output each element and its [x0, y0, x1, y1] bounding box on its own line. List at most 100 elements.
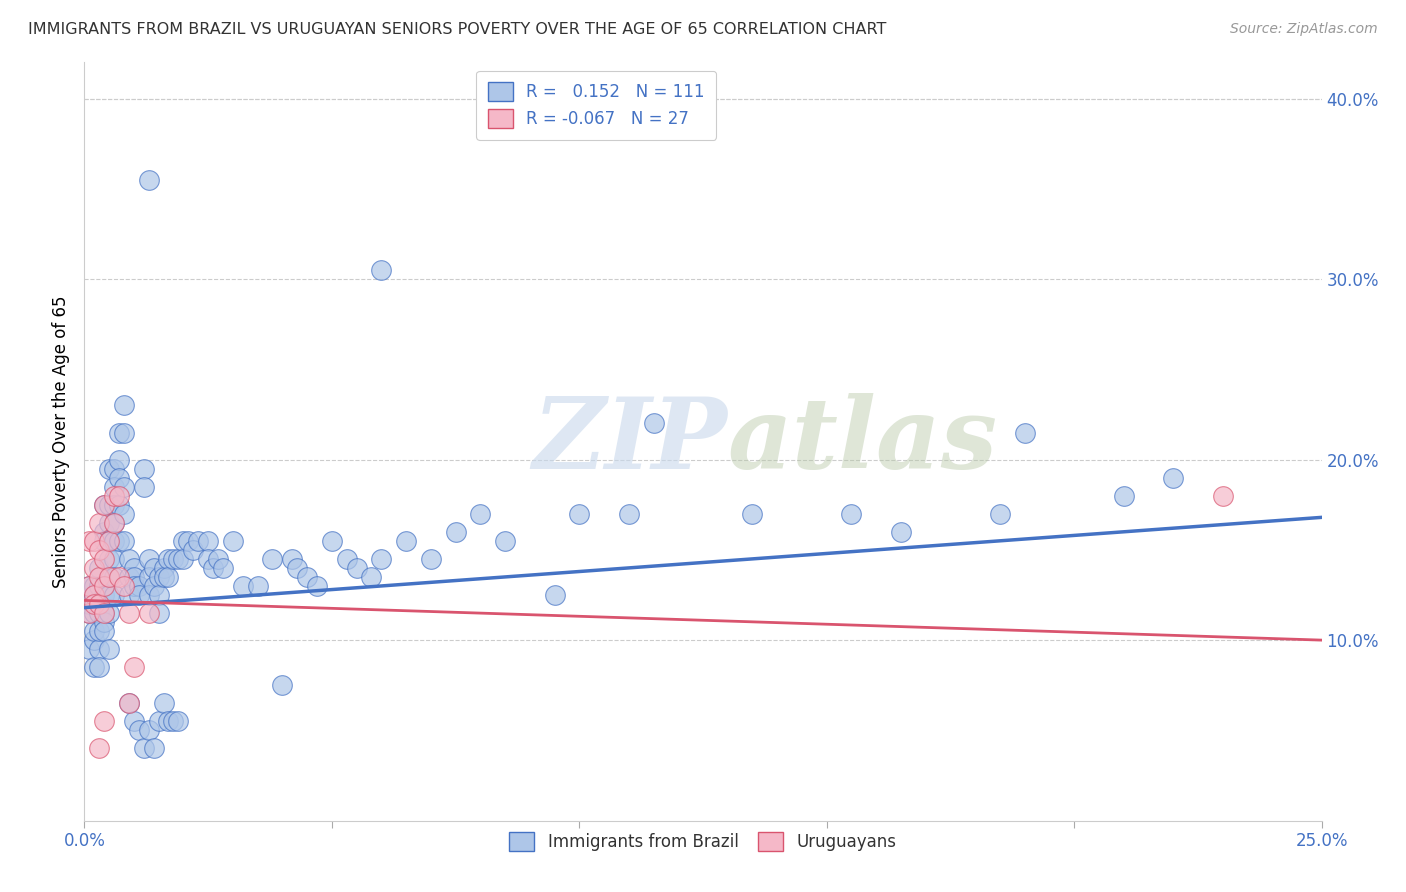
- Point: [108, 489, 131, 503]
- Point: [93, 498, 115, 512]
- Point: [98, 552, 121, 566]
- Point: [89, 579, 111, 593]
- Point: [197, 533, 219, 548]
- Point: [128, 723, 150, 738]
- Point: [132, 461, 155, 475]
- Point: [207, 552, 229, 566]
- Point: [172, 533, 194, 548]
- Point: [89, 542, 111, 557]
- Point: [360, 570, 382, 584]
- Point: [108, 425, 131, 440]
- Point: [138, 552, 160, 566]
- Point: [118, 570, 141, 584]
- Point: [83, 588, 105, 602]
- Point: [122, 660, 145, 674]
- Point: [741, 507, 763, 521]
- Point: [118, 588, 141, 602]
- Point: [172, 552, 194, 566]
- Point: [142, 741, 165, 756]
- Point: [167, 552, 190, 566]
- Point: [138, 570, 160, 584]
- Point: [138, 588, 160, 602]
- Legend: Immigrants from Brazil, Uruguayans: Immigrants from Brazil, Uruguayans: [502, 826, 904, 858]
- Point: [395, 533, 418, 548]
- Point: [89, 606, 111, 620]
- Point: [103, 480, 125, 494]
- Point: [93, 714, 115, 729]
- Point: [93, 624, 115, 639]
- Point: [470, 507, 492, 521]
- Point: [89, 597, 111, 611]
- Point: [89, 741, 111, 756]
- Point: [79, 579, 101, 593]
- Point: [83, 606, 105, 620]
- Point: [122, 714, 145, 729]
- Point: [118, 552, 141, 566]
- Point: [177, 533, 200, 548]
- Point: [370, 263, 392, 277]
- Point: [988, 507, 1011, 521]
- Point: [83, 579, 105, 593]
- Point: [132, 741, 155, 756]
- Point: [98, 570, 121, 584]
- Text: Source: ZipAtlas.com: Source: ZipAtlas.com: [1230, 22, 1378, 37]
- Point: [841, 507, 863, 521]
- Point: [162, 714, 184, 729]
- Point: [98, 516, 121, 530]
- Point: [89, 570, 111, 584]
- Point: [89, 561, 111, 575]
- Point: [79, 642, 101, 657]
- Point: [83, 660, 105, 674]
- Point: [148, 588, 170, 602]
- Point: [444, 524, 467, 539]
- Point: [108, 498, 131, 512]
- Point: [98, 570, 121, 584]
- Y-axis label: Seniors Poverty Over the Age of 65: Seniors Poverty Over the Age of 65: [52, 295, 70, 588]
- Point: [336, 552, 359, 566]
- Point: [93, 552, 115, 566]
- Point: [128, 579, 150, 593]
- Point: [128, 588, 150, 602]
- Point: [83, 561, 105, 575]
- Point: [103, 588, 125, 602]
- Point: [167, 714, 190, 729]
- Point: [118, 696, 141, 710]
- Point: [89, 642, 111, 657]
- Point: [103, 461, 125, 475]
- Point: [181, 542, 204, 557]
- Point: [108, 452, 131, 467]
- Point: [148, 714, 170, 729]
- Point: [112, 507, 135, 521]
- Point: [232, 579, 254, 593]
- Point: [98, 588, 121, 602]
- Point: [157, 714, 180, 729]
- Point: [617, 507, 640, 521]
- Point: [79, 533, 101, 548]
- Point: [83, 624, 105, 639]
- Point: [148, 570, 170, 584]
- Point: [271, 678, 294, 692]
- Point: [79, 579, 101, 593]
- Point: [142, 561, 165, 575]
- Point: [118, 606, 141, 620]
- Point: [138, 723, 160, 738]
- Point: [103, 570, 125, 584]
- Point: [89, 660, 111, 674]
- Point: [295, 570, 318, 584]
- Point: [98, 606, 121, 620]
- Point: [890, 524, 912, 539]
- Point: [152, 561, 174, 575]
- Point: [93, 615, 115, 629]
- Point: [1014, 425, 1036, 440]
- Point: [98, 642, 121, 657]
- Point: [138, 173, 160, 187]
- Point: [262, 552, 284, 566]
- Point: [152, 570, 174, 584]
- Point: [79, 606, 101, 620]
- Point: [89, 597, 111, 611]
- Point: [543, 588, 565, 602]
- Point: [305, 579, 328, 593]
- Point: [122, 561, 145, 575]
- Point: [83, 633, 105, 648]
- Point: [98, 461, 121, 475]
